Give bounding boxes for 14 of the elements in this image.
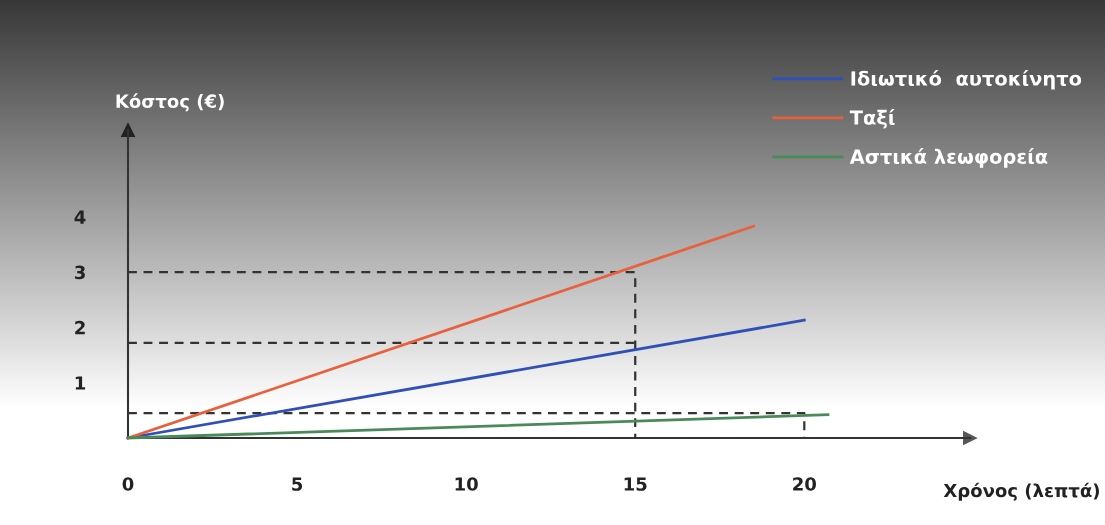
x-axis-title: Χρόνος (λεπτά) — [943, 482, 1099, 501]
x-tick-label: 10 — [455, 477, 478, 491]
y-tick-label: 2 — [75, 320, 85, 335]
y-axis-title: Κόστος (€) — [116, 93, 224, 112]
legend-label: Ταξί — [849, 109, 895, 129]
y-tick-label: 4 — [74, 210, 86, 224]
legend-label: Ιδιωτικό αυτοκίνητο — [851, 70, 1082, 90]
y-tick-label: 3 — [74, 265, 85, 280]
x-tick-label: 20 — [793, 477, 817, 491]
y-tick-label: 1 — [75, 376, 86, 390]
x-tick-label: 0 — [122, 477, 134, 491]
x-tick-label: 15 — [624, 477, 647, 491]
x-tick-label: 5 — [292, 477, 303, 491]
legend-label: Αστικά λεωφορεία — [849, 148, 1048, 168]
